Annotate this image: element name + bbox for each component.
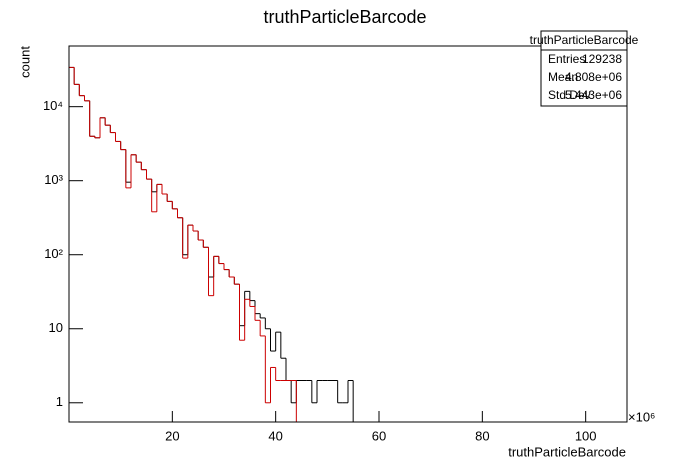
plot-area [69, 66, 627, 423]
stats-value: 5.443e+06 [565, 88, 622, 102]
stats-border [540, 30, 628, 107]
y-tick-label: 10² [44, 246, 63, 261]
x-tick-label: 100 [575, 428, 597, 443]
stats-key: Std Dev [548, 88, 591, 102]
chart-title: truthParticleBarcode [263, 7, 426, 27]
x-axis-label: truthParticleBarcode [508, 444, 626, 459]
y-axis-label: count [17, 46, 32, 78]
x-tick-label: 60 [372, 428, 386, 443]
x-tick-label: 40 [268, 428, 282, 443]
stats-box: truthParticleBarcode Entries 129238 Mean… [530, 30, 639, 107]
stats-key: Mean [548, 70, 578, 84]
y-tick-label: 10³ [44, 172, 63, 187]
stats-value: 129238 [582, 52, 622, 66]
stats-value: 4.808e+06 [565, 70, 622, 84]
stats-title: truthParticleBarcode [530, 33, 639, 47]
x-tick-label: 80 [475, 428, 489, 443]
y-tick-label: 10 [49, 320, 63, 335]
stats-key: Entries [548, 52, 585, 66]
x-tick-label: 20 [165, 428, 179, 443]
x-exponent: ×10⁶ [628, 409, 655, 424]
y-tick-label: 1 [56, 394, 63, 409]
y-tick-label: 10⁴ [43, 98, 63, 113]
frame [68, 45, 628, 423]
